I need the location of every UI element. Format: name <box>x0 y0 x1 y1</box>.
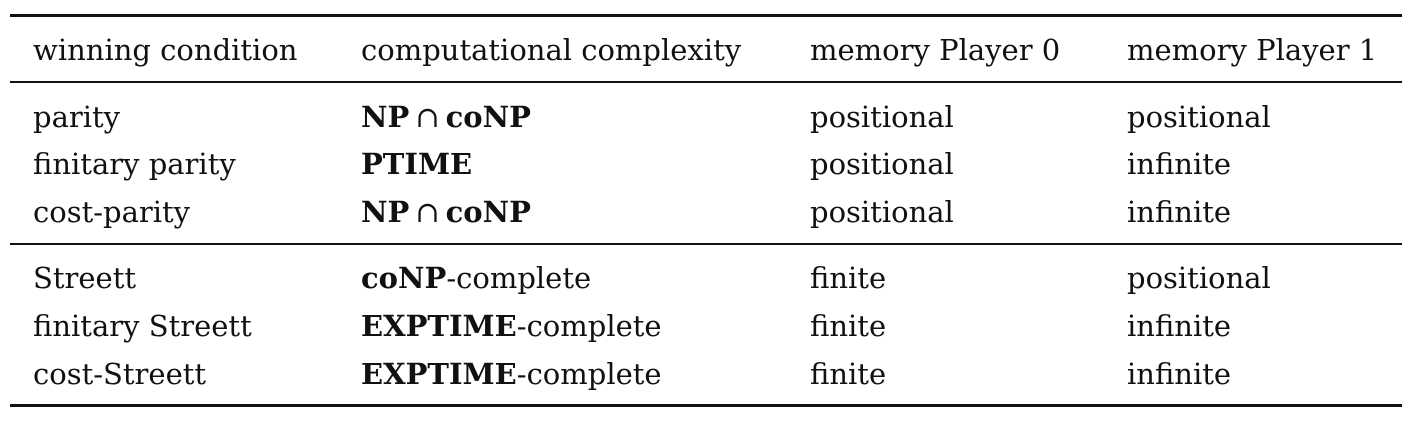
memory-player-1-cell: infinite <box>1127 357 1232 391</box>
condition-cell: finitary parity <box>33 147 236 181</box>
complexity-class: coNP <box>445 100 531 134</box>
complexity-class: PTIME <box>361 147 473 181</box>
memory-player-0-cell: positional <box>810 147 954 181</box>
complexity-cell: NP ∩ coNP <box>361 95 531 139</box>
table-row: cost-parity NP ∩ coNP positional infinite <box>0 190 1417 234</box>
table-row: finitary Streett EXPTIME-complete finite… <box>0 304 1417 348</box>
memory-player-0-cell: positional <box>810 100 954 134</box>
complexity-suffix: -complete <box>516 357 662 391</box>
complexity-class: EXPTIME <box>361 357 517 391</box>
complexity-cell: EXPTIME-complete <box>361 352 662 396</box>
header-memory-player-1: memory Player 1 <box>1127 33 1378 67</box>
complexity-class: coNP <box>445 195 531 229</box>
memory-player-0-cell: finite <box>810 261 887 295</box>
complexity-suffix: -complete <box>446 261 592 295</box>
memory-player-1-cell: infinite <box>1127 309 1232 343</box>
complexity-class: EXPTIME <box>361 309 517 343</box>
table-row: finitary parity PTIME positional infinit… <box>0 142 1417 186</box>
intersection-symbol: ∩ <box>415 100 440 134</box>
complexity-cell: coNP-complete <box>361 256 591 300</box>
header-computational-complexity: computational complexity <box>361 33 742 67</box>
table-row: parity NP ∩ coNP positional positional <box>0 95 1417 139</box>
complexity-class: NP <box>361 195 410 229</box>
memory-player-1-cell: positional <box>1127 100 1271 134</box>
header-winning-condition: winning condition <box>33 33 298 67</box>
memory-player-1-cell: infinite <box>1127 195 1232 229</box>
memory-player-0-cell: positional <box>810 195 954 229</box>
condition-cell: cost-Streett <box>33 357 207 391</box>
complexity-cell: EXPTIME-complete <box>361 304 662 348</box>
memory-player-1-cell: infinite <box>1127 147 1232 181</box>
bottom-rule <box>10 404 1402 407</box>
header-row: winning condition computational complexi… <box>0 28 1417 72</box>
complexity-class: NP <box>361 100 410 134</box>
memory-player-0-cell: finite <box>810 357 887 391</box>
complexity-suffix: -complete <box>516 309 662 343</box>
condition-cell: Streett <box>33 261 137 295</box>
header-rule <box>10 81 1402 83</box>
complexity-class: coNP <box>361 261 447 295</box>
condition-cell: finitary Streett <box>33 309 252 343</box>
intersection-symbol: ∩ <box>415 195 440 229</box>
group-rule <box>10 243 1402 245</box>
table-row: Streett coNP-complete finite positional <box>0 256 1417 300</box>
memory-player-0-cell: finite <box>810 309 887 343</box>
table-row: cost-Streett EXPTIME-complete finite inf… <box>0 352 1417 396</box>
complexity-cell: PTIME <box>361 142 472 186</box>
header-memory-player-0: memory Player 0 <box>810 33 1061 67</box>
memory-player-1-cell: positional <box>1127 261 1271 295</box>
condition-cell: parity <box>33 100 121 134</box>
top-rule <box>10 14 1402 17</box>
complexity-cell: NP ∩ coNP <box>361 190 531 234</box>
condition-cell: cost-parity <box>33 195 191 229</box>
